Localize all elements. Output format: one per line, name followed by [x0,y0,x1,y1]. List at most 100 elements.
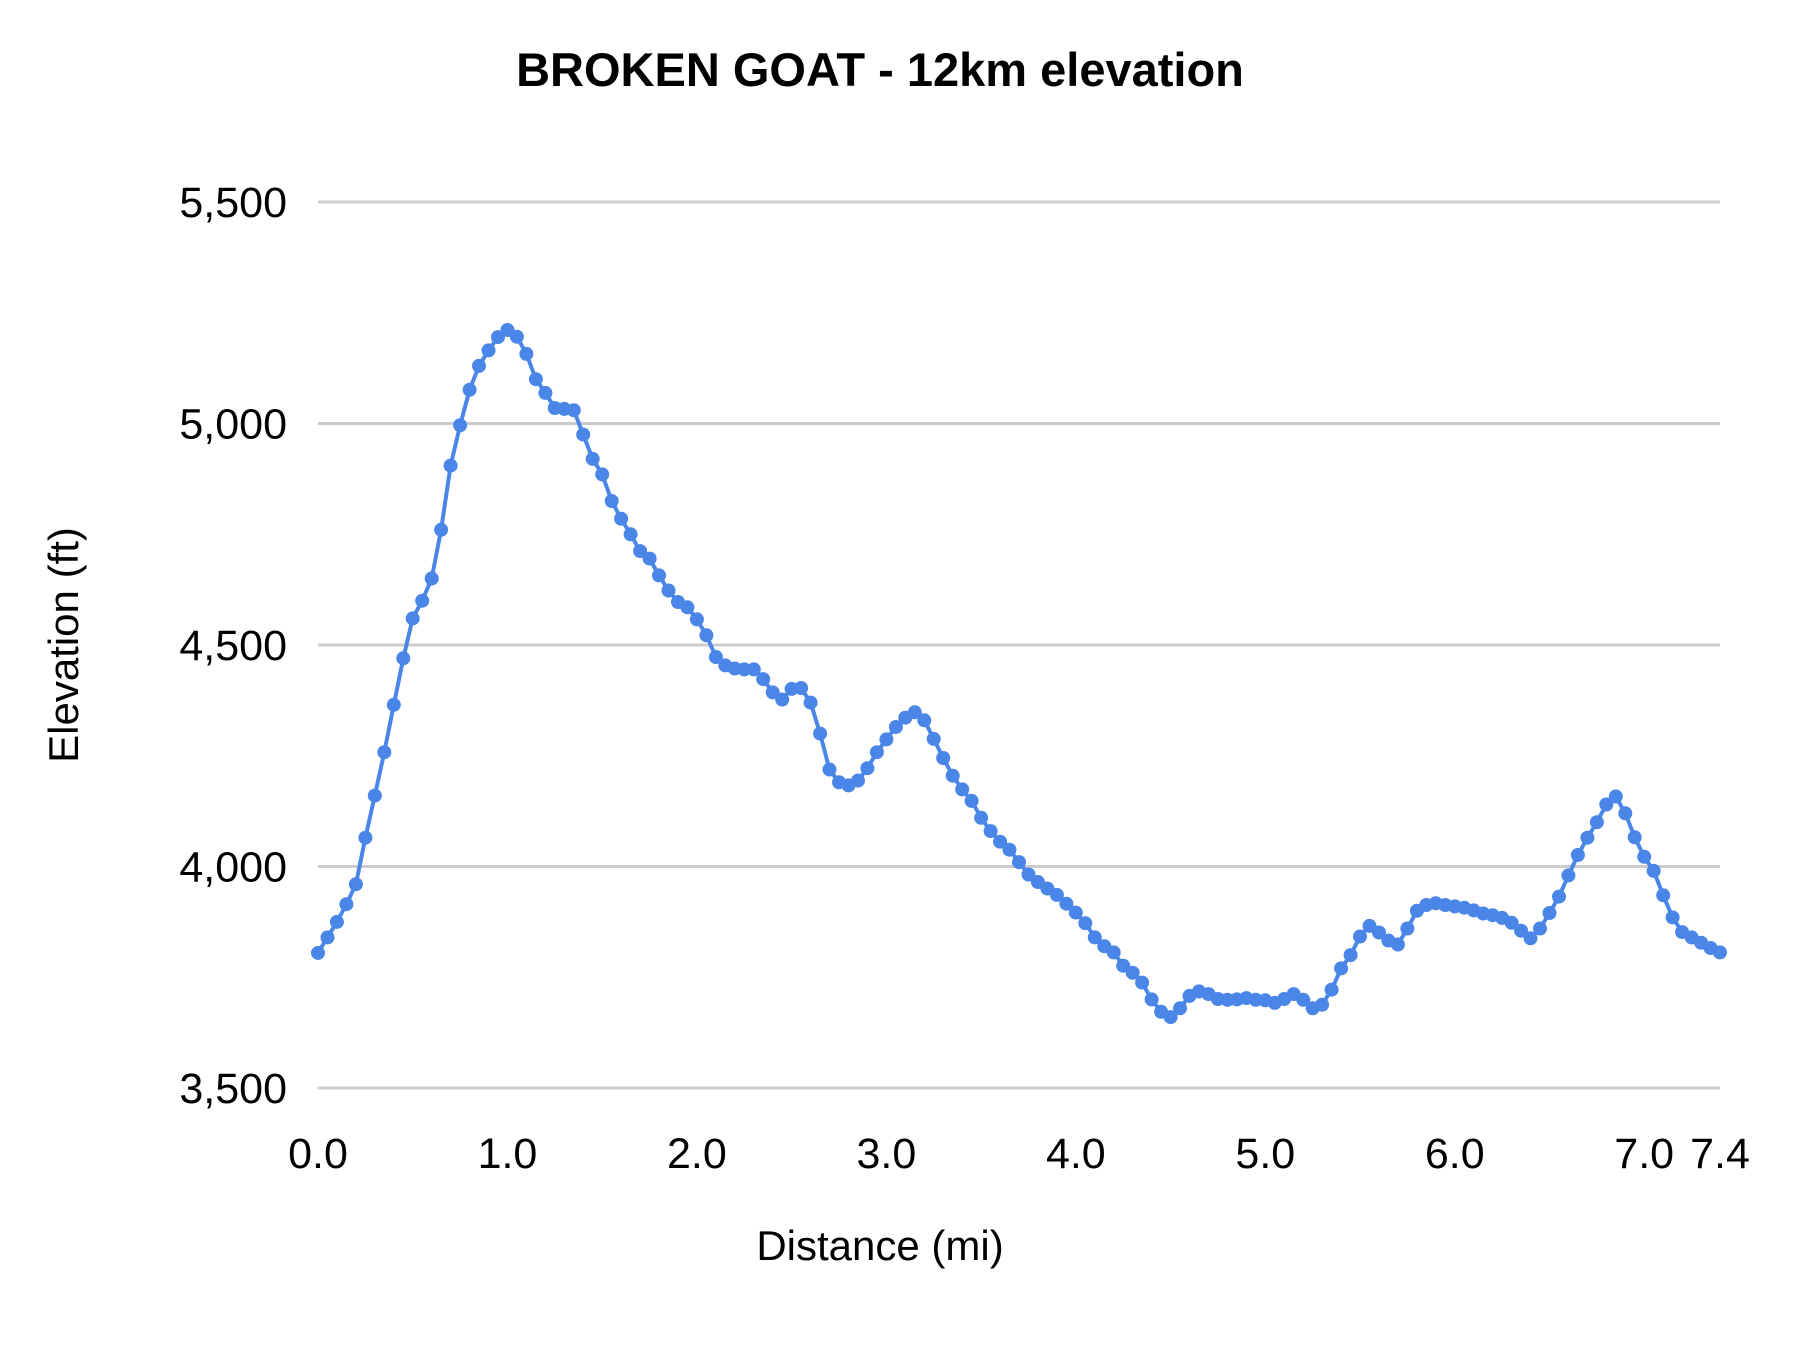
data-point [794,681,809,695]
elevation-series-line [316,328,1721,1020]
data-point [1078,916,1093,931]
data-point [1059,896,1074,911]
data-point [1068,905,1083,920]
data-point [1087,930,1102,945]
data-point [1618,806,1633,821]
data-point [405,611,420,626]
x-tick-label-7.4: 7.4 [1690,1130,1750,1178]
data-point [1334,961,1349,976]
data-point [1646,863,1661,878]
x-tick-label-6.0: 6.0 [1425,1130,1485,1178]
data-point [689,612,704,627]
y-tick-label-5500: 5,500 [179,179,287,227]
data-point [642,551,657,566]
data-point [1599,797,1614,812]
x-tick-label-7.0: 7.0 [1614,1130,1674,1178]
data-point [623,527,638,542]
data-point [699,628,714,643]
data-point [566,403,581,418]
data-point [917,713,932,728]
data-point [1390,937,1405,952]
data-point [993,834,1008,849]
data-point [585,451,600,466]
data-point [604,494,619,508]
data-point [1324,982,1339,997]
data-point [813,726,828,741]
data-point [481,343,496,358]
data-point [1580,830,1595,845]
x-tick-label-1.0: 1.0 [478,1130,538,1178]
data-point [652,568,666,583]
data-point [1637,849,1652,864]
data-point [1608,789,1623,804]
data-point [320,930,335,945]
data-point [377,745,392,760]
data-point [348,877,363,892]
data-point [1049,887,1064,902]
data-point [1296,992,1311,1007]
x-axis-label: Distance (mi) [756,1222,1004,1269]
data-point [386,697,401,712]
data-point [528,372,543,387]
data-point [1523,931,1538,946]
data-point [415,593,430,608]
y-tick-label-4000: 4,000 [179,844,287,892]
data-point [983,824,998,839]
data-point [1589,815,1604,830]
data-point [1163,1010,1178,1025]
data-point [358,830,373,845]
data-point [339,897,354,912]
data-point [955,782,970,797]
data-point [888,720,903,734]
data-point [1173,1001,1187,1016]
data-point [519,346,534,361]
data-point [472,358,486,373]
data-point [746,662,761,677]
data-point [1353,929,1367,944]
data-point [1135,975,1150,990]
data-point [851,773,865,788]
data-point [964,793,979,808]
x-tick-label-3.0: 3.0 [856,1130,916,1178]
data-point [1106,945,1121,960]
data-point [633,544,648,559]
data-point [1002,842,1017,857]
data-point [945,768,960,783]
data-point [860,761,875,776]
data-point [1144,992,1159,1007]
chart-title: BROKEN GOAT - 12km elevation [516,43,1244,96]
data-point [680,600,695,615]
data-point [1400,921,1415,936]
x-tick-label-4.0: 4.0 [1046,1130,1106,1178]
data-point [661,583,676,598]
y-tick-label-3500: 3,500 [179,1065,287,1113]
data-point [907,705,922,720]
y-tick-label-4500: 4,500 [179,622,287,670]
data-point [367,788,382,803]
data-point [869,745,884,760]
data-point [443,458,458,473]
data-point [822,762,837,777]
data-point [1665,910,1680,925]
data-point [803,695,818,710]
data-point [879,732,894,747]
data-point [509,329,524,344]
data-point [926,731,941,746]
data-point [756,672,771,687]
data-point [1372,925,1386,940]
data-point [1533,921,1547,936]
data-point [1514,923,1529,938]
data-point [1542,906,1557,920]
data-point [1627,830,1642,845]
x-tick-label-2.0: 2.0 [667,1130,727,1178]
data-point [1552,889,1566,904]
data-point [1315,997,1330,1012]
data-point [775,692,790,707]
data-point [1561,868,1576,883]
data-point [1012,855,1026,870]
data-point [538,385,553,400]
data-point [329,914,344,929]
data-point [1570,848,1585,862]
data-point [1343,948,1358,963]
